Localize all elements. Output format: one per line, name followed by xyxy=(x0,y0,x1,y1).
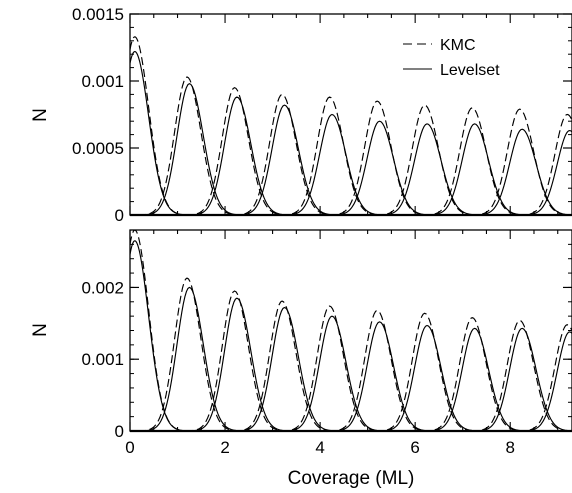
top-panel-frame xyxy=(129,13,572,216)
top-levelset-peak-6 xyxy=(330,120,435,216)
bottom-x-tick-label: 6 xyxy=(410,438,419,457)
top-levelset-peak-4 xyxy=(235,104,340,216)
top-y-axis-label: N xyxy=(30,108,51,122)
x-axis-label: Coverage (ML) xyxy=(288,468,415,489)
top-y-tick-label: 0 xyxy=(115,206,124,225)
bottom-kmc-peak-9 xyxy=(470,319,572,432)
top-y-tick-label: 0.001 xyxy=(81,72,124,91)
top-levelset-peak-2 xyxy=(139,83,245,216)
legend: KMC Levelset xyxy=(403,37,500,79)
bottom-levelset-peak-3 xyxy=(187,297,293,432)
top-levelset-peak-7 xyxy=(377,123,483,216)
top-levelset-peak-9 xyxy=(472,128,572,216)
legend-kmc-label: KMC xyxy=(440,37,476,54)
bottom-kmc-peak-7 xyxy=(375,312,481,432)
bottom-x-tick-label: 2 xyxy=(220,438,229,457)
top-y-tick-label: 0.0005 xyxy=(72,139,124,158)
top-panel: 0 0.0005 0.001 0.0015 N KMC Levelset xyxy=(30,5,572,225)
bottom-levelset-peak-1 xyxy=(129,240,191,432)
top-levelset-peak-5 xyxy=(282,113,388,216)
bottom-y-axis-label: N xyxy=(30,323,51,337)
legend-levelset-label: Levelset xyxy=(440,62,500,79)
bottom-x-tick-label: 0 xyxy=(125,438,134,457)
bottom-panel-frame xyxy=(129,229,572,432)
bottom-panel: 0 0.001 0.002 0 2 4 6 8 N Coverage (ML) xyxy=(30,229,572,489)
bottom-kmc-peak-4 xyxy=(232,300,338,432)
top-y-tick-label: 0.0015 xyxy=(72,5,124,24)
bottom-levelset-peak-6 xyxy=(330,321,435,432)
top-kmc-peak-9 xyxy=(470,108,572,216)
top-levelset-peak-3 xyxy=(187,96,293,216)
top-levelset-peak-8 xyxy=(425,123,530,216)
bottom-levelset-peak-9 xyxy=(472,327,572,432)
bottom-kmc-peak-5 xyxy=(280,305,385,432)
top-levelset-peak-1 xyxy=(129,51,191,216)
bottom-y-tick-label: 0 xyxy=(115,422,124,441)
top-kmc-peak-5 xyxy=(280,96,385,216)
top-kmc-peak-1 xyxy=(129,36,191,216)
bottom-x-tick-label: 4 xyxy=(315,438,324,457)
bottom-levelset-peak-8 xyxy=(425,327,530,432)
top-kmc-peak-2 xyxy=(137,76,243,216)
bottom-kmc-peak-10 xyxy=(517,324,572,432)
bottom-levelset-peak-4 xyxy=(235,306,340,432)
top-kmc-peak-10 xyxy=(517,113,572,216)
bottom-levelset-peak-7 xyxy=(377,324,483,432)
bottom-x-tick-label: 8 xyxy=(505,438,514,457)
bottom-y-tick-label: 0.001 xyxy=(81,350,124,369)
bottom-levelset-peak-5 xyxy=(282,315,388,432)
bottom-y-tick-label: 0.002 xyxy=(81,278,124,297)
bottom-panel-ticks: 0 0.001 0.002 0 2 4 6 8 xyxy=(81,229,572,457)
bottom-levelset-peak-2 xyxy=(139,286,245,432)
